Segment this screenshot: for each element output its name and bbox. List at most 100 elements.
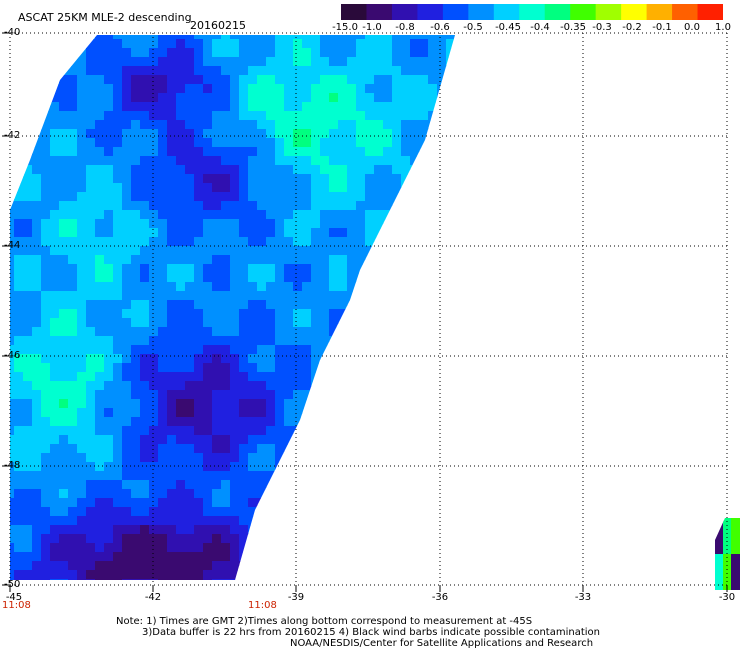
- swath-cell: [356, 507, 366, 517]
- swath-cell: [158, 516, 168, 526]
- swath-cell: [68, 165, 78, 175]
- swath-cell: [356, 417, 366, 427]
- swath-cell: [32, 372, 42, 382]
- swath-cell: [275, 201, 285, 211]
- swath-cell: [446, 390, 455, 400]
- swath-cell: [329, 336, 339, 346]
- swath-cell: [68, 255, 78, 265]
- swath-cell: [176, 48, 186, 58]
- swath-cell: [176, 417, 186, 427]
- swath-cell: [122, 291, 132, 301]
- swath-cell: [446, 354, 455, 364]
- swath-cell: [392, 372, 402, 382]
- swath-cell: [203, 57, 213, 67]
- swath-cell: [185, 579, 195, 580]
- swath-cell: [302, 111, 312, 121]
- swath-cell: [419, 273, 429, 283]
- swath-cell: [122, 381, 132, 391]
- swath-cell: [257, 318, 267, 328]
- swath-cell: [257, 66, 267, 76]
- swath-cell: [365, 417, 375, 427]
- swath-cell: [41, 453, 51, 463]
- swath-cell: [293, 282, 303, 292]
- swath-cell: [419, 210, 429, 220]
- swath-cell: [86, 534, 96, 544]
- swath-cell: [266, 192, 276, 202]
- swath-cell: [410, 84, 420, 94]
- swath-cell: [32, 516, 42, 526]
- swath-cell: [104, 471, 114, 481]
- swath-cell: [437, 174, 447, 184]
- swath-cell: [329, 480, 339, 490]
- swath-cell: [122, 273, 132, 283]
- swath-cell: [203, 210, 213, 220]
- swath-cell: [194, 381, 204, 391]
- swath-cell: [212, 129, 222, 139]
- swath-cell: [329, 219, 339, 229]
- swath-cell: [302, 579, 312, 580]
- swath-cell: [320, 408, 330, 418]
- swath-cell: [356, 57, 366, 67]
- swath-cell: [149, 219, 159, 229]
- swath-cell: [10, 579, 15, 580]
- swath-cell: [122, 363, 132, 373]
- swath-cell: [230, 255, 240, 265]
- swath-cell: [356, 291, 366, 301]
- swath-cell: [365, 489, 375, 499]
- swath-cell: [266, 534, 276, 544]
- swath-cell: [221, 246, 231, 256]
- swath-cell: [374, 228, 384, 238]
- swath-cell: [374, 444, 384, 454]
- swath-cell: [95, 138, 105, 148]
- swath-cell: [410, 516, 420, 526]
- swath-cell: [50, 93, 60, 103]
- swath-cell: [158, 48, 168, 58]
- swath-cell: [239, 129, 249, 139]
- swath-cell: [113, 219, 123, 229]
- swath-cell: [248, 444, 258, 454]
- swath-cell: [158, 345, 168, 355]
- swath-cell: [23, 363, 33, 373]
- swath-cell: [338, 327, 348, 337]
- swath-cell: [374, 381, 384, 391]
- swath-cell: [77, 309, 87, 319]
- swath-cell: [95, 291, 105, 301]
- swath-cell: [257, 174, 267, 184]
- swath-cell: [50, 192, 60, 202]
- swath-cell: [50, 66, 60, 76]
- swath-cell: [32, 129, 42, 139]
- swath-cell: [239, 300, 249, 310]
- swath-cell: [14, 246, 24, 256]
- swath-cell: [293, 309, 303, 319]
- swath-cell: [437, 35, 447, 40]
- swath-cell: [14, 273, 24, 283]
- swath-cell: [428, 480, 438, 490]
- swath-cell: [419, 426, 429, 436]
- swath-cell: [428, 75, 438, 85]
- swath-cell: [86, 147, 96, 157]
- swath-cell: [10, 228, 15, 238]
- colorbar-swatch: [493, 4, 520, 20]
- swath-cell: [392, 273, 402, 283]
- swath-cell: [41, 93, 51, 103]
- swath-cell: [23, 210, 33, 220]
- swath-cell: [419, 453, 429, 463]
- swath-cell: [302, 93, 312, 103]
- swath-cell: [338, 435, 348, 445]
- swath-cell: [149, 372, 159, 382]
- swath-cell: [392, 327, 402, 337]
- swath-cell: [257, 390, 267, 400]
- swath-cell: [158, 210, 168, 220]
- swath-cell: [365, 237, 375, 247]
- swath-cell: [86, 192, 96, 202]
- swath-cell: [356, 102, 366, 112]
- swath-cell: [437, 273, 447, 283]
- swath-cell: [266, 561, 276, 571]
- swath-cell: [401, 39, 411, 49]
- swath-cell: [239, 336, 249, 346]
- swath-cell: [14, 426, 24, 436]
- swath-cell: [392, 57, 402, 67]
- swath-cell: [203, 453, 213, 463]
- swath-cell: [32, 156, 42, 166]
